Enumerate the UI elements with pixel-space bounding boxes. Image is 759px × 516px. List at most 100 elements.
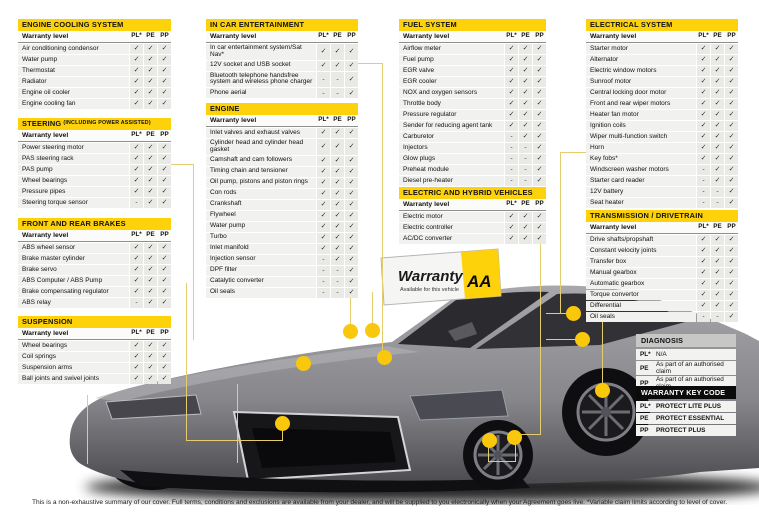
warranty-mark: - — [519, 165, 532, 175]
table-row: EGR cooler ✓ ✓ ✓ — [399, 77, 546, 87]
connector-line — [186, 440, 283, 441]
warranty-mark: - — [317, 71, 330, 88]
table-row: PAS pump ✓ ✓ ✓ — [18, 165, 171, 175]
warranty-mark: ✓ — [711, 77, 724, 87]
warranty-mark: ✓ — [345, 232, 358, 243]
warranty-level-label: Warranty level — [22, 329, 69, 337]
warranty-mark: ✓ — [144, 341, 157, 351]
column-code: PP — [160, 231, 169, 239]
warranty-mark: ✓ — [130, 352, 143, 362]
table-row: ABS wheel sensor ✓ ✓ ✓ — [18, 243, 171, 253]
row-label: Brake master cylinder — [18, 254, 129, 264]
warranty-mark: ✓ — [130, 143, 143, 153]
table-fuel-system: FUEL SYSTEM Warranty level PL* PE PP Airflow … — [399, 19, 546, 187]
column-code: PP — [535, 200, 544, 208]
warranty-mark: ✓ — [505, 88, 518, 98]
table-row: Oil pump, pistons and piston rings ✓ ✓ ✓ — [206, 177, 358, 188]
warranty-mark: ✓ — [144, 77, 157, 87]
table-row: Ball joints and swivel joints ✓ ✓ ✓ — [18, 374, 171, 384]
warranty-mark: ✓ — [144, 55, 157, 65]
table-electric-and-hybrid-vehicles: ELECTRIC AND HYBRID VEHICLES Warranty lev… — [399, 187, 546, 245]
table-row: Radiator ✓ ✓ ✓ — [18, 77, 171, 87]
column-code: PE — [521, 200, 530, 208]
warranty-mark: - — [697, 176, 710, 186]
connector-line — [546, 313, 568, 314]
warranty-mark: - — [519, 143, 532, 153]
legend-text: As part of an authorised claim — [656, 361, 724, 375]
connector-line — [372, 292, 373, 326]
warranty-mark: ✓ — [697, 77, 710, 87]
warranty-mark: ✓ — [711, 143, 724, 153]
side-mirror — [448, 322, 477, 341]
row-label: ABS relay — [18, 298, 129, 308]
warranty-mark: ✓ — [711, 132, 724, 142]
warranty-mark: ✓ — [158, 99, 171, 109]
row-label: Engine oil cooler — [18, 88, 129, 98]
warranty-mark: ✓ — [711, 44, 724, 54]
warranty-mark: ✓ — [144, 143, 157, 153]
table-row: ABS relay - ✓ ✓ — [18, 298, 171, 308]
row-label: Starter motor — [586, 44, 696, 54]
table-row: Suspension arms ✓ ✓ ✓ — [18, 363, 171, 373]
warranty-mark: ✓ — [697, 235, 710, 245]
warranty-level-label: Warranty level — [22, 231, 69, 239]
connector-line — [186, 283, 187, 441]
row-label: Central locking door motor — [586, 88, 696, 98]
warranty-mark: ✓ — [345, 166, 358, 177]
row-label: Brake servo — [18, 265, 129, 275]
table-row: Fuel pump ✓ ✓ ✓ — [399, 55, 546, 65]
row-label: ABS wheel sensor — [18, 243, 129, 253]
table-title: FUEL SYSTEM — [399, 19, 546, 31]
callout-dot — [275, 416, 290, 431]
warranty-mark: ✓ — [144, 352, 157, 362]
warranty-mark: ✓ — [725, 132, 738, 142]
connector-line — [358, 63, 383, 64]
warranty-mark: ✓ — [144, 298, 157, 308]
warranty-mark: ✓ — [711, 165, 724, 175]
warranty-level-label: Warranty level — [210, 32, 257, 40]
warranty-mark: ✓ — [519, 66, 532, 76]
warranty-mark: ✓ — [158, 341, 171, 351]
row-label: Airflow meter — [399, 44, 504, 54]
connector-line — [350, 292, 351, 328]
warranty-mark: ✓ — [345, 265, 358, 276]
row-label: Injectors — [399, 143, 504, 153]
warranty-mark: ✓ — [505, 99, 518, 109]
right-headlight — [409, 389, 509, 421]
row-label: Power steering motor — [18, 143, 129, 153]
legend-code: PP — [640, 427, 649, 434]
warranty-mark: - — [317, 265, 330, 276]
warranty-mark: ✓ — [533, 176, 546, 186]
warranty-mark: ✓ — [533, 66, 546, 76]
warranty-mark: ✓ — [711, 279, 724, 289]
table-row: Oil seals - - ✓ — [206, 287, 358, 298]
warranty-mark: ✓ — [533, 110, 546, 120]
warranty-mark: - — [331, 276, 344, 287]
column-code: PE — [521, 32, 530, 40]
warranty-mark: ✓ — [144, 254, 157, 264]
table-row: Ignition coils ✓ ✓ ✓ — [586, 121, 738, 131]
warranty-mark: ✓ — [345, 188, 358, 199]
warranty-mark: ✓ — [711, 55, 724, 65]
row-label: Coil springs — [18, 352, 129, 362]
warranty-level-label: Warranty level — [590, 32, 637, 40]
warranty-mark: ✓ — [158, 254, 171, 264]
warranty-mark: ✓ — [317, 243, 330, 254]
row-label: Steering torque sensor — [18, 198, 129, 208]
table-column-header: Warranty level PL* PE PP — [399, 31, 546, 43]
warranty-mark: ✓ — [317, 188, 330, 199]
warranty-mark: ✓ — [345, 243, 358, 254]
warranty-mark: ✓ — [331, 155, 344, 166]
warranty-mark: - — [130, 198, 143, 208]
table-row: Steering torque sensor - ✓ ✓ — [18, 198, 171, 208]
column-code: PL* — [506, 32, 517, 40]
row-label: Con rods — [206, 188, 316, 199]
warranty-mark: ✓ — [345, 221, 358, 232]
warranty-mark: ✓ — [725, 312, 738, 322]
warranty-key-code-legend: WARRANTY KEY CODE PL* PROTECT LITE PLUS PE P… — [636, 386, 736, 437]
warranty-mark: ✓ — [725, 55, 738, 65]
warranty-mark: ✓ — [130, 276, 143, 286]
warranty-mark: - — [331, 287, 344, 298]
row-label: Cylinder head and cylinder head gasket — [206, 139, 316, 155]
table-row: Electric controller ✓ ✓ ✓ — [399, 223, 546, 233]
